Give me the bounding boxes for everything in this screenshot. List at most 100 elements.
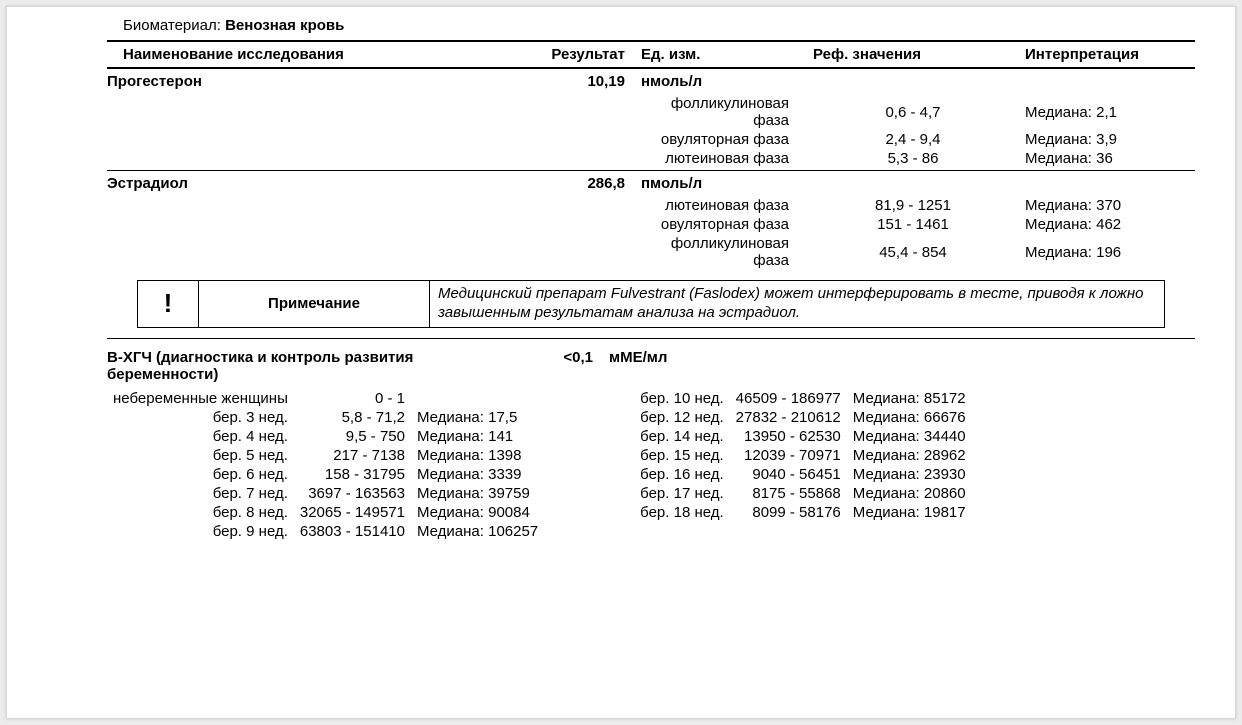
ref-row: бер. 8 нед.32065 - 149571Медиана: 90084 bbox=[107, 503, 544, 522]
phase-label: овуляторная фаза bbox=[635, 215, 807, 234]
ref-median: Медиана: 3339 bbox=[411, 465, 544, 484]
ref-range: 158 - 31795 bbox=[294, 465, 411, 484]
header-unit: Ед. изм. bbox=[635, 41, 807, 68]
ref-row: бер. 10 нед.46509 - 186977Медиана: 85172 bbox=[634, 389, 971, 408]
phase-interp: Медиана: 36 bbox=[1019, 149, 1195, 168]
ref-label: бер. 8 нед. bbox=[107, 503, 294, 522]
test-row: В-ХГЧ (диагностика и контроль развития б… bbox=[107, 345, 1195, 387]
hcg-header: В-ХГЧ (диагностика и контроль развития б… bbox=[107, 345, 1195, 387]
ref-median: Медиана: 90084 bbox=[411, 503, 544, 522]
ref-label: бер. 14 нед. bbox=[634, 427, 730, 446]
phase-interp: Медиана: 462 bbox=[1019, 215, 1195, 234]
ref-row: бер. 14 нед.13950 - 62530Медиана: 34440 bbox=[634, 427, 971, 446]
biomaterial-label: Биоматериал: bbox=[123, 17, 221, 34]
ref-label: бер. 18 нед. bbox=[634, 503, 730, 522]
ref-label: бер. 15 нед. bbox=[634, 446, 730, 465]
ref-label: бер. 12 нед. bbox=[634, 408, 730, 427]
test-name: Эстрадиол bbox=[107, 171, 509, 197]
test-row: Прогестерон 10,19 нмоль/л bbox=[107, 68, 1195, 94]
biomaterial-line: Биоматериал: Венозная кровь bbox=[123, 17, 1195, 34]
test-name: Прогестерон bbox=[107, 68, 509, 94]
ref-label: бер. 9 нед. bbox=[107, 522, 294, 541]
test-name: В-ХГЧ (диагностика и контроль развития б… bbox=[107, 345, 493, 387]
header-name: Наименование исследования bbox=[107, 41, 509, 68]
ref-range: 0 - 1 bbox=[294, 389, 411, 408]
test-unit: нмоль/л bbox=[635, 68, 807, 94]
ref-median: Медиана: 66676 bbox=[847, 408, 972, 427]
test-unit: пмоль/л bbox=[635, 171, 807, 197]
test-result: 286,8 bbox=[509, 171, 635, 197]
phase-ref: 0,6 - 4,7 bbox=[807, 94, 1019, 130]
phase-row: овуляторная фаза 151 - 1461 Медиана: 462 bbox=[107, 215, 1195, 234]
header-interp: Интерпретация bbox=[1019, 41, 1195, 68]
phase-ref: 81,9 - 1251 bbox=[807, 196, 1019, 215]
ref-row: бер. 6 нед.158 - 31795Медиана: 3339 bbox=[107, 465, 544, 484]
phase-ref: 151 - 1461 bbox=[807, 215, 1019, 234]
ref-row: небеременные женщины0 - 1 bbox=[107, 389, 544, 408]
note-text: Медицинский препарат Fulvestrant (Faslod… bbox=[430, 281, 1164, 327]
phase-ref: 45,4 - 854 bbox=[807, 234, 1019, 270]
ref-range: 217 - 7138 bbox=[294, 446, 411, 465]
hcg-right-column: бер. 10 нед.46509 - 186977Медиана: 85172… bbox=[634, 389, 971, 541]
hcg-reference-columns: небеременные женщины0 - 1бер. 3 нед.5,8 … bbox=[107, 389, 1195, 541]
ref-median: Медиана: 28962 bbox=[847, 446, 972, 465]
phase-label: фолликулиновая фаза bbox=[635, 94, 807, 130]
phase-label: лютеиновая фаза bbox=[635, 196, 807, 215]
ref-median: Медиана: 20860 bbox=[847, 484, 972, 503]
ref-label: небеременные женщины bbox=[107, 389, 294, 408]
ref-label: бер. 16 нед. bbox=[634, 465, 730, 484]
ref-median: Медиана: 85172 bbox=[847, 389, 972, 408]
ref-row: бер. 17 нед.8175 - 55868Медиана: 20860 bbox=[634, 484, 971, 503]
ref-row: бер. 5 нед.217 - 7138Медиана: 1398 bbox=[107, 446, 544, 465]
alert-icon: ! bbox=[138, 281, 199, 327]
biomaterial-value: Венозная кровь bbox=[225, 17, 344, 34]
ref-row: бер. 16 нед.9040 - 56451Медиана: 23930 bbox=[634, 465, 971, 484]
ref-median bbox=[411, 389, 544, 408]
ref-range: 46509 - 186977 bbox=[730, 389, 847, 408]
ref-label: бер. 3 нед. bbox=[107, 408, 294, 427]
ref-row: бер. 9 нед.63803 - 151410Медиана: 106257 bbox=[107, 522, 544, 541]
note-box: ! Примечание Медицинский препарат Fulves… bbox=[137, 280, 1165, 328]
phase-row: лютеиновая фаза 81,9 - 1251 Медиана: 370 bbox=[107, 196, 1195, 215]
ref-range: 8099 - 58176 bbox=[730, 503, 847, 522]
ref-median: Медиана: 39759 bbox=[411, 484, 544, 503]
header-result: Результат bbox=[509, 41, 635, 68]
ref-label: бер. 10 нед. bbox=[634, 389, 730, 408]
ref-range: 5,8 - 71,2 bbox=[294, 408, 411, 427]
ref-median: Медиана: 17,5 bbox=[411, 408, 544, 427]
ref-range: 9040 - 56451 bbox=[730, 465, 847, 484]
phase-interp: Медиана: 370 bbox=[1019, 196, 1195, 215]
ref-label: бер. 4 нед. bbox=[107, 427, 294, 446]
ref-range: 8175 - 55868 bbox=[730, 484, 847, 503]
ref-row: бер. 12 нед.27832 - 210612Медиана: 66676 bbox=[634, 408, 971, 427]
ref-range: 63803 - 151410 bbox=[294, 522, 411, 541]
ref-range: 13950 - 62530 bbox=[730, 427, 847, 446]
ref-median: Медиана: 141 bbox=[411, 427, 544, 446]
phase-ref: 5,3 - 86 bbox=[807, 149, 1019, 168]
ref-median: Медиана: 1398 bbox=[411, 446, 544, 465]
ref-range: 32065 - 149571 bbox=[294, 503, 411, 522]
ref-range: 9,5 - 750 bbox=[294, 427, 411, 446]
phase-row: фолликулиновая фаза 45,4 - 854 Медиана: … bbox=[107, 234, 1195, 270]
ref-median: Медиана: 19817 bbox=[847, 503, 972, 522]
ref-row: бер. 3 нед.5,8 - 71,2Медиана: 17,5 bbox=[107, 408, 544, 427]
header-ref: Реф. значения bbox=[807, 41, 1019, 68]
ref-median: Медиана: 23930 bbox=[847, 465, 972, 484]
ref-range: 12039 - 70971 bbox=[730, 446, 847, 465]
phase-row: фолликулиновая фаза 0,6 - 4,7 Медиана: 2… bbox=[107, 94, 1195, 130]
table-header-row: Наименование исследования Результат Ед. … bbox=[107, 41, 1195, 68]
phase-label: фолликулиновая фаза bbox=[635, 234, 807, 270]
phase-interp: Медиана: 3,9 bbox=[1019, 130, 1195, 149]
test-result: <0,1 bbox=[493, 345, 603, 387]
phase-ref: 2,4 - 9,4 bbox=[807, 130, 1019, 149]
results-table: Наименование исследования Результат Ед. … bbox=[107, 40, 1195, 270]
ref-label: бер. 7 нед. bbox=[107, 484, 294, 503]
phase-row: овуляторная фаза 2,4 - 9,4 Медиана: 3,9 bbox=[107, 130, 1195, 149]
ref-label: бер. 5 нед. bbox=[107, 446, 294, 465]
phase-label: лютеиновая фаза bbox=[635, 149, 807, 168]
ref-row: бер. 7 нед.3697 - 163563Медиана: 39759 bbox=[107, 484, 544, 503]
ref-label: бер. 6 нед. bbox=[107, 465, 294, 484]
ref-label: бер. 17 нед. bbox=[634, 484, 730, 503]
phase-row: лютеиновая фаза 5,3 - 86 Медиана: 36 bbox=[107, 149, 1195, 168]
test-result: 10,19 bbox=[509, 68, 635, 94]
